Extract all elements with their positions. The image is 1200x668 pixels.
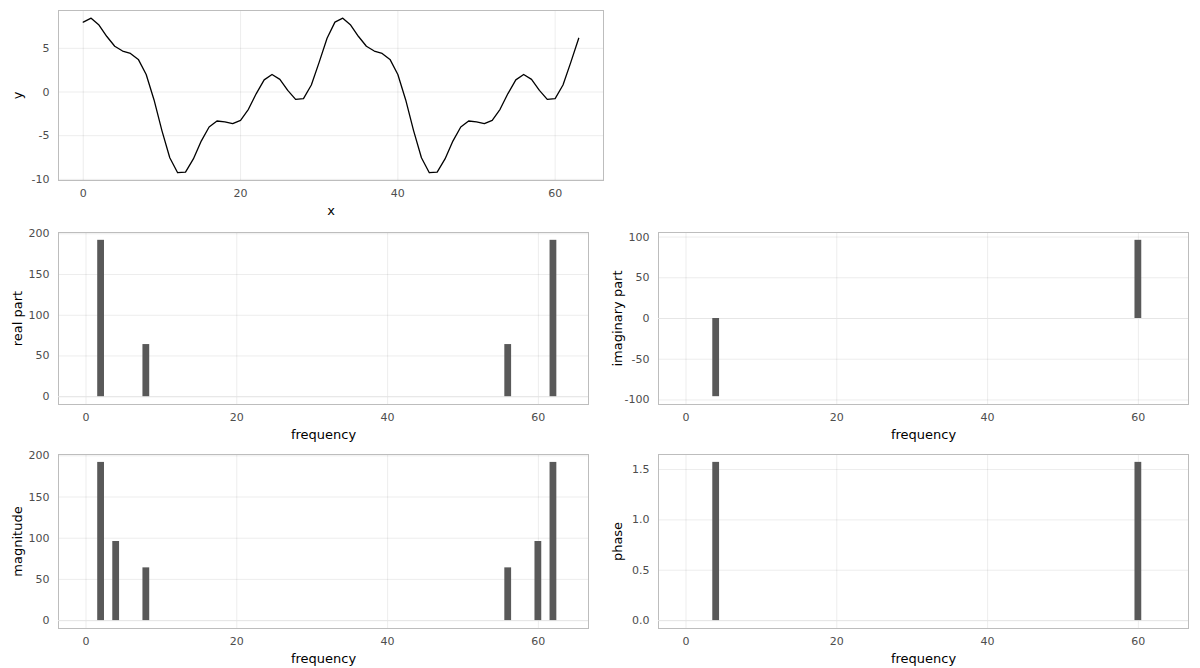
svg-text:0: 0: [43, 390, 50, 403]
svg-text:frequency: frequency: [291, 651, 357, 666]
svg-text:0: 0: [643, 312, 650, 325]
svg-text:0: 0: [683, 635, 690, 648]
svg-text:20: 20: [830, 635, 844, 648]
svg-text:40: 40: [981, 635, 995, 648]
svg-text:60: 60: [548, 187, 562, 200]
svg-text:100: 100: [29, 532, 50, 545]
svg-text:20: 20: [830, 411, 844, 424]
svg-text:20: 20: [234, 187, 248, 200]
svg-text:200: 200: [29, 227, 50, 240]
svg-text:20: 20: [230, 411, 244, 424]
svg-text:60: 60: [1131, 635, 1145, 648]
svg-text:40: 40: [391, 187, 405, 200]
svg-text:200: 200: [29, 449, 50, 462]
svg-text:frequency: frequency: [891, 427, 957, 442]
svg-text:0: 0: [80, 187, 87, 200]
svg-text:0: 0: [83, 411, 90, 424]
svg-text:frequency: frequency: [891, 651, 957, 666]
svg-text:100: 100: [629, 231, 650, 244]
svg-text:-10: -10: [32, 173, 50, 186]
svg-text:y: y: [10, 91, 25, 99]
svg-text:frequency: frequency: [291, 427, 357, 442]
svg-text:x: x: [327, 203, 335, 218]
svg-text:0: 0: [83, 635, 90, 648]
svg-text:60: 60: [531, 411, 545, 424]
svg-text:0: 0: [43, 86, 50, 99]
svg-text:50: 50: [636, 271, 650, 284]
svg-text:real part: real part: [10, 291, 25, 346]
svg-text:magnitude: magnitude: [10, 506, 25, 576]
svg-text:150: 150: [29, 491, 50, 504]
svg-text:20: 20: [230, 635, 244, 648]
svg-text:50: 50: [36, 349, 50, 362]
svg-text:60: 60: [531, 635, 545, 648]
svg-text:-100: -100: [625, 393, 650, 406]
svg-text:150: 150: [29, 268, 50, 281]
svg-text:0: 0: [43, 614, 50, 627]
svg-text:60: 60: [1131, 411, 1145, 424]
svg-text:40: 40: [381, 635, 395, 648]
svg-text:50: 50: [36, 573, 50, 586]
svg-text:-50: -50: [632, 353, 650, 366]
svg-text:0: 0: [683, 411, 690, 424]
svg-text:40: 40: [381, 411, 395, 424]
svg-text:phase: phase: [610, 522, 625, 561]
svg-text:0.5: 0.5: [632, 564, 650, 577]
svg-text:-5: -5: [39, 129, 50, 142]
svg-text:100: 100: [29, 309, 50, 322]
svg-text:1.5: 1.5: [632, 463, 650, 476]
svg-text:5: 5: [43, 42, 50, 55]
svg-text:1.0: 1.0: [632, 513, 650, 526]
svg-text:imaginary part: imaginary part: [610, 270, 625, 366]
svg-text:40: 40: [981, 411, 995, 424]
svg-text:0.0: 0.0: [632, 614, 650, 627]
